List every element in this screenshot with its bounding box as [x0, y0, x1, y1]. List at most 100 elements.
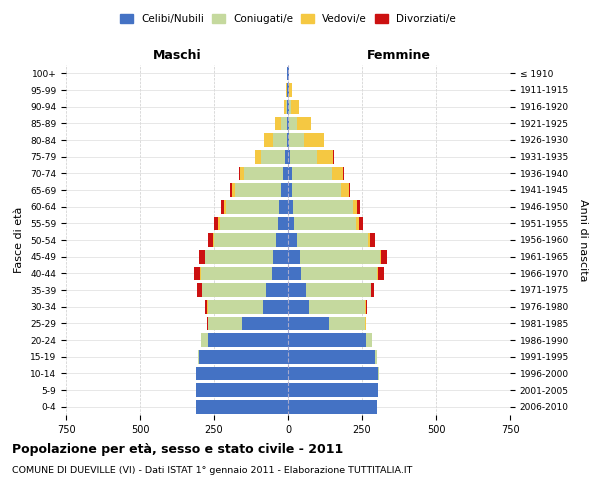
Bar [288, 266, 301, 280]
Text: Maschi: Maschi [152, 48, 202, 62]
Bar [293, 200, 353, 213]
Bar [283, 166, 288, 180]
Bar [378, 266, 384, 280]
Bar [287, 116, 288, 130]
Bar [199, 250, 205, 264]
Bar [265, 133, 273, 147]
Bar [288, 133, 289, 147]
Bar [289, 133, 304, 147]
Bar [288, 150, 290, 164]
Bar [208, 316, 242, 330]
Bar [205, 300, 208, 314]
Bar [301, 266, 377, 280]
Bar [284, 100, 286, 114]
Bar [214, 233, 276, 247]
Bar [288, 316, 329, 330]
Bar [214, 216, 218, 230]
Bar [294, 216, 356, 230]
Bar [367, 333, 373, 347]
Bar [281, 183, 288, 197]
Bar [371, 283, 374, 297]
Bar [368, 233, 370, 247]
Bar [288, 333, 367, 347]
Bar [273, 250, 288, 264]
Bar [317, 150, 333, 164]
Bar [296, 116, 311, 130]
Bar [212, 233, 214, 247]
Bar [289, 116, 296, 130]
Bar [356, 216, 359, 230]
Bar [276, 233, 288, 247]
Bar [273, 133, 287, 147]
Bar [196, 400, 288, 413]
Bar [256, 150, 262, 164]
Bar [377, 266, 378, 280]
Bar [266, 283, 288, 297]
Bar [291, 100, 299, 114]
Bar [306, 283, 371, 297]
Bar [288, 283, 306, 297]
Bar [275, 116, 281, 130]
Bar [232, 183, 235, 197]
Bar [288, 383, 378, 397]
Bar [292, 183, 341, 197]
Bar [300, 250, 380, 264]
Bar [202, 283, 266, 297]
Bar [288, 200, 293, 213]
Bar [199, 350, 288, 364]
Bar [226, 200, 279, 213]
Bar [288, 166, 292, 180]
Bar [304, 133, 323, 147]
Legend: Celibi/Nubili, Coniugati/e, Vedovi/e, Divorziati/e: Celibi/Nubili, Coniugati/e, Vedovi/e, Di… [116, 10, 460, 29]
Bar [281, 116, 287, 130]
Bar [278, 216, 288, 230]
Bar [341, 183, 349, 197]
Bar [292, 166, 332, 180]
Bar [359, 216, 364, 230]
Text: Femmine: Femmine [367, 48, 431, 62]
Bar [290, 150, 317, 164]
Bar [288, 366, 378, 380]
Bar [279, 200, 288, 213]
Bar [286, 100, 287, 114]
Bar [205, 250, 273, 264]
Bar [357, 200, 360, 213]
Bar [288, 116, 289, 130]
Bar [242, 316, 288, 330]
Y-axis label: Fasce di età: Fasce di età [14, 207, 25, 273]
Bar [263, 300, 288, 314]
Bar [309, 300, 365, 314]
Bar [288, 250, 300, 264]
Bar [329, 316, 365, 330]
Bar [262, 150, 285, 164]
Bar [224, 200, 226, 213]
Bar [220, 216, 278, 230]
Bar [288, 400, 377, 413]
Bar [365, 300, 367, 314]
Bar [288, 300, 309, 314]
Bar [380, 250, 381, 264]
Bar [289, 83, 292, 97]
Bar [197, 283, 202, 297]
Bar [349, 183, 350, 197]
Bar [288, 350, 376, 364]
Text: COMUNE DI DUEVILLE (VI) - Dati ISTAT 1° gennaio 2011 - Elaborazione TUTTITALIA.I: COMUNE DI DUEVILLE (VI) - Dati ISTAT 1° … [12, 466, 412, 475]
Bar [244, 166, 283, 180]
Bar [332, 166, 343, 180]
Bar [230, 183, 232, 197]
Bar [235, 183, 281, 197]
Bar [287, 133, 288, 147]
Bar [288, 183, 292, 197]
Bar [200, 333, 208, 347]
Bar [353, 200, 357, 213]
Text: Popolazione per età, sesso e stato civile - 2011: Popolazione per età, sesso e stato civil… [12, 442, 343, 456]
Bar [196, 383, 288, 397]
Bar [208, 333, 288, 347]
Bar [285, 150, 288, 164]
Bar [218, 216, 220, 230]
Bar [208, 300, 263, 314]
Bar [198, 350, 199, 364]
Bar [221, 200, 224, 213]
Bar [272, 266, 288, 280]
Bar [297, 233, 368, 247]
